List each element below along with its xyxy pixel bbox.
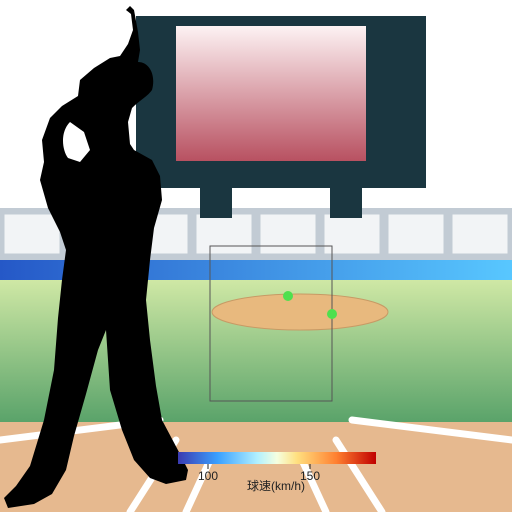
legend-title: 球速(km/h): [247, 479, 305, 493]
pitchers-mound: [212, 294, 388, 330]
pitch-location-chart: 100150 球速(km/h): [0, 0, 512, 512]
scoreboard: [136, 16, 426, 218]
scoreboard-panel: [176, 26, 366, 161]
pitch-marker: [327, 309, 337, 319]
pitch-marker: [283, 291, 293, 301]
legend-colorbar: [178, 452, 376, 464]
legend-tick-label: 100: [198, 469, 218, 483]
infield-dirt: [0, 422, 512, 512]
